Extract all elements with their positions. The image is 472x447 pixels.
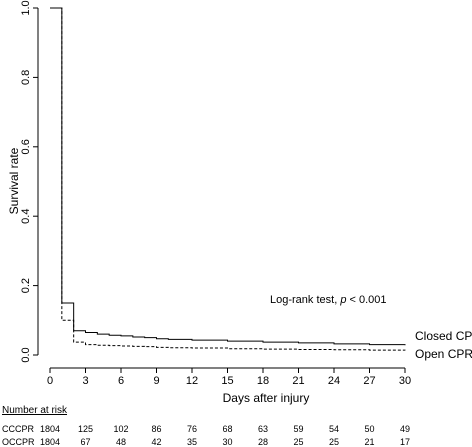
x-tick-label: 9 [153,375,159,387]
series-label: Closed CPR [415,329,472,343]
risk-value: 86 [151,424,161,434]
log-rank-annotation: Log-rank test, p < 0.001 [270,294,387,306]
series-labels: Closed CPR Open CPR [415,329,472,361]
axes: 0 3 6 9 12 15 18 21 24 27 30 0.0 0.2 0.4 0.6 0.8 1.0 [20,0,411,387]
series-open-cpr-line [50,7,406,351]
risk-row-label: OCCPR [2,437,35,447]
survival-curves [50,7,406,351]
risk-value: 1804 [40,437,60,447]
risk-value: 59 [293,424,303,434]
risk-value: 76 [187,424,197,434]
risk-value: 17 [400,437,410,447]
risk-value: 42 [151,437,161,447]
risk-value: 28 [258,437,268,447]
risk-table: CCCPR 1804 125 102 86 76 68 63 59 54 50 49 OCCPR 1804… [2,424,410,447]
y-axis-title: Survival rate [7,147,21,214]
risk-row-label: CCCPR [2,424,35,434]
risk-value: 54 [329,424,339,434]
x-tick-label: 24 [328,375,340,387]
series-closed-cpr-line [50,7,406,346]
y-tick-label: 1.0 [20,0,32,15]
risk-value: 50 [364,424,374,434]
y-tick-label: 0.8 [20,70,32,85]
y-tick-label: 0.6 [20,139,32,154]
x-tick-label: 0 [47,375,53,387]
x-tick-label: 3 [82,375,88,387]
y-tick-label: 0.0 [20,347,32,362]
risk-value: 21 [364,437,374,447]
risk-value: 25 [329,437,339,447]
x-tick-label: 15 [221,375,233,387]
risk-value: 49 [400,424,410,434]
x-tick-label: 12 [186,375,198,387]
risk-value: 63 [258,424,268,434]
x-tick-label: 6 [118,375,124,387]
risk-value: 35 [187,437,197,447]
risk-value: 25 [293,437,303,447]
risk-value: 30 [222,437,232,447]
x-tick-label: 27 [363,375,375,387]
y-tick-label: 0.2 [20,278,32,293]
risk-table-title: Number at risk [2,405,68,416]
series-label: Open CPR [415,347,472,361]
x-tick-label: 21 [292,375,304,387]
x-axis-title: Days after injury [223,391,310,405]
risk-value: 1804 [40,424,60,434]
y-tick-label: 0.4 [20,209,32,224]
x-tick-label: 18 [257,375,269,387]
risk-value: 68 [222,424,232,434]
risk-value: 125 [78,424,93,434]
risk-value: 48 [116,437,126,447]
x-tick-label: 30 [399,375,411,387]
risk-value: 67 [80,437,90,447]
risk-value: 102 [113,424,128,434]
